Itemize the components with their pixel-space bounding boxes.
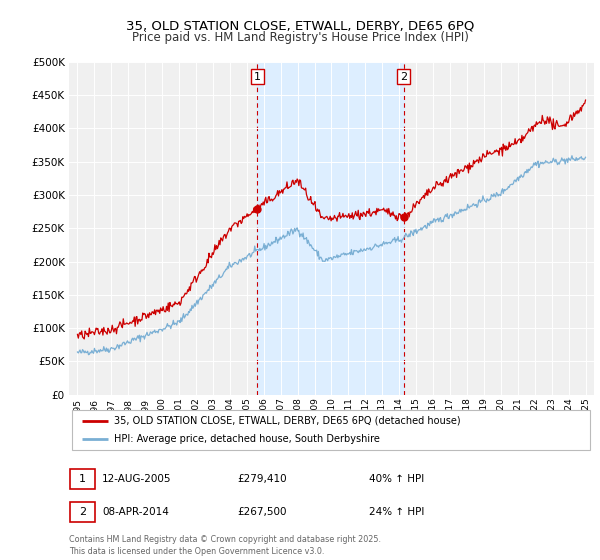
Text: £267,500: £267,500 bbox=[237, 507, 287, 517]
FancyBboxPatch shape bbox=[70, 502, 95, 522]
FancyBboxPatch shape bbox=[71, 410, 590, 450]
Text: 2: 2 bbox=[400, 72, 407, 82]
Text: Contains HM Land Registry data © Crown copyright and database right 2025.
This d: Contains HM Land Registry data © Crown c… bbox=[69, 535, 381, 556]
Bar bbox=[257, 62, 404, 395]
Text: 1: 1 bbox=[254, 72, 261, 82]
FancyBboxPatch shape bbox=[70, 469, 95, 489]
Text: 24% ↑ HPI: 24% ↑ HPI bbox=[369, 507, 424, 517]
Text: 2: 2 bbox=[79, 507, 86, 517]
Text: 08-APR-2014: 08-APR-2014 bbox=[102, 507, 169, 517]
Text: 40% ↑ HPI: 40% ↑ HPI bbox=[369, 474, 424, 484]
Text: £279,410: £279,410 bbox=[237, 474, 287, 484]
Text: HPI: Average price, detached house, South Derbyshire: HPI: Average price, detached house, Sout… bbox=[113, 434, 380, 444]
Text: 35, OLD STATION CLOSE, ETWALL, DERBY, DE65 6PQ (detached house): 35, OLD STATION CLOSE, ETWALL, DERBY, DE… bbox=[113, 416, 460, 426]
Text: 1: 1 bbox=[79, 474, 86, 484]
Text: 35, OLD STATION CLOSE, ETWALL, DERBY, DE65 6PQ: 35, OLD STATION CLOSE, ETWALL, DERBY, DE… bbox=[126, 20, 474, 32]
Text: 12-AUG-2005: 12-AUG-2005 bbox=[102, 474, 172, 484]
Text: Price paid vs. HM Land Registry's House Price Index (HPI): Price paid vs. HM Land Registry's House … bbox=[131, 31, 469, 44]
